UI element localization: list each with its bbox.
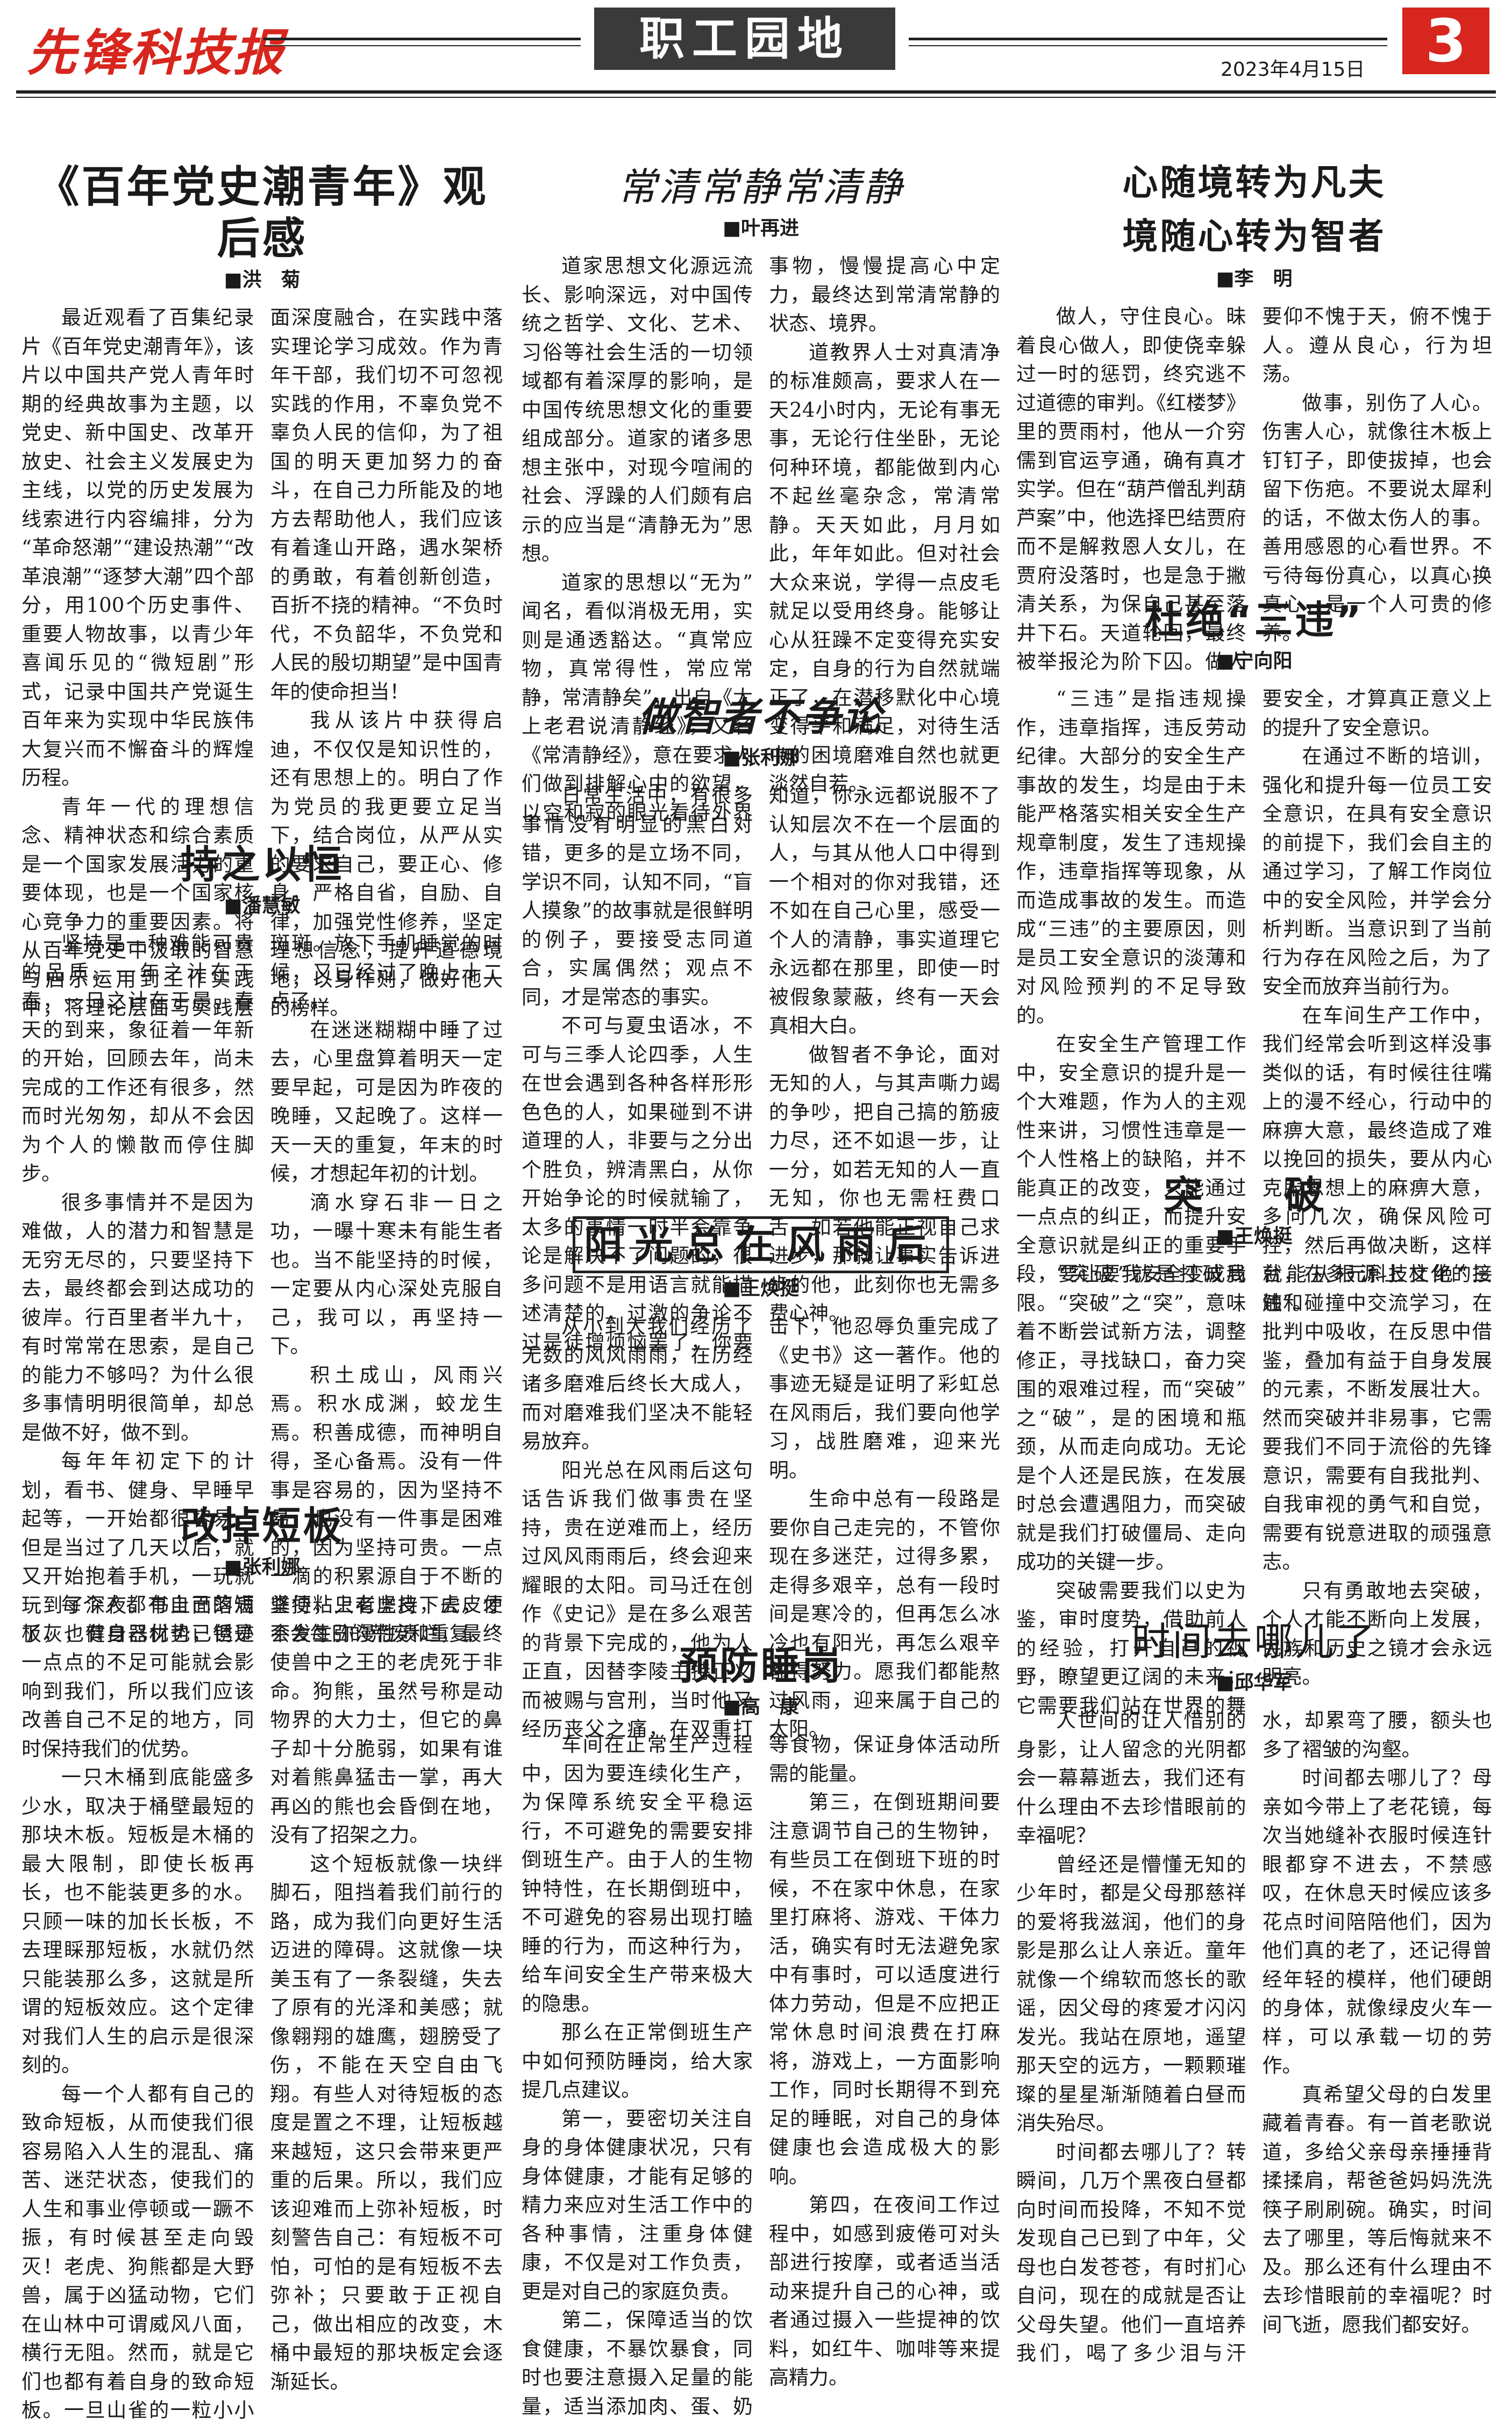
article-body: 坚持是一种难能可贵的品质。一年之计在于春，一日之计在于晨。春天的到来，象征着一年… <box>22 929 503 1649</box>
paragraph: 时间都去哪儿了？母亲如今带上了老花镜，每次当她缝补衣服时候连针眼都穿不进去，不禁… <box>1262 1766 1493 2077</box>
paragraph: 这个短板就像一块绊脚石，阻挡着我们前行的路，成为我们向更好生活迈进的障碍。这就像… <box>270 1852 503 2393</box>
article-title: 预防睡岗 <box>679 1643 843 1688</box>
paragraph: “突破”就是打破局限。“突破”之“突”，意味着不断尝试新方法，调整修正，寻找缺口… <box>1016 1263 1246 1573</box>
paragraph: 最近观看了百集纪录片《百年党史潮青年》，该片以中国共产党人青年时期的经典故事为主… <box>22 306 254 789</box>
header-rule <box>909 45 1387 46</box>
paragraph: 在迷迷糊糊中睡了过去，心里盘算着明天一定要早起，可是因为昨夜的晚睡，又起晚了。这… <box>270 1018 503 1186</box>
page-number: 3 <box>1402 8 1489 74</box>
paragraph: 做智者不争论，面对无知的人，与其声嘶力竭的争吵，把自己搞的筋疲力尽，还不如退一步… <box>769 1043 1000 1325</box>
article-title: 杜绝“三违” <box>1145 597 1364 643</box>
article: 时间去哪儿了 ■邱华军人世间的让人惜别的身影，让人留念的光阴都会一幕幕逝去，我们还… <box>1016 1616 1492 2368</box>
article: 做智者不争论 ■张利娜日常生活中，有很多事情没有明显的黑白对错，更多的是立场不同，… <box>522 691 1000 1357</box>
article-title: 时间去哪儿了 <box>1131 1619 1377 1664</box>
author: ■张利娜 <box>224 1556 301 1578</box>
author: ■王焕挺 <box>1216 1225 1293 1247</box>
article-body: 从小到大我们经历了无数的风风雨雨，在历经诸多磨难后终长大成人，而对磨难我们坚决不… <box>522 1312 1000 1744</box>
article-body: 做人，守住良心。昧着良心做人，即使侥幸躲过一时的惩罚，终究逃不过道德的审判。《红… <box>1016 302 1492 676</box>
article: 改掉短板 ■张利娜每个人都有自己的短板，也有自己优势，但是一点点的不足可能就会影响… <box>22 1500 503 2425</box>
paragraph: 道家思想文化源远流长、影响深远，对中国传统之哲学、文化、艺术、习俗等社会生活的一… <box>522 254 753 565</box>
header-bottom-rule <box>16 90 1496 94</box>
article: 常清常静常清静 ■叶再进道家思想文化源远流长、影响深远，对中国传统之哲学、文化、艺… <box>522 161 1000 827</box>
paragraph: 积土成山，风雨兴焉。积水成渊，蛟龙生焉。积善成德，而神明自得，圣心备焉。没有一件… <box>270 1363 503 1646</box>
article-title: 《百年党史潮青年》观后感 <box>36 162 488 263</box>
paragraph: 在安全生产管理工作中，安全意识的提升是一个大难题，作为人的主观性来讲，习惯性违章… <box>1016 687 1492 1286</box>
header-rule <box>263 38 581 40</box>
section-title: 职工园地 <box>594 8 895 70</box>
author: ■邱华军 <box>1216 1672 1293 1694</box>
article-body: 人世间的让人惜别的身影，让人留念的光阴都会一幕幕逝去，我们还有什么理由不去珍惜眼… <box>1016 1706 1492 2368</box>
paragraph: 第三，在倒班期间要注意调节自己的生物钟，有些员工在倒班下班的时候，不在家中休息，… <box>769 1791 1000 2188</box>
article: 持之以恒 ■潘慧敏坚持是一种难能可贵的品质。一年之计在于春，一日之计在于晨。春天的… <box>22 839 503 1649</box>
author: ■潘慧敏 <box>224 895 301 917</box>
paragraph: 做人，守住良心。昧着良心做人，即使侥幸躲过一时的惩罚，终究逃不过道德的审判。《红… <box>1016 305 1492 673</box>
article-title: 改掉短板 <box>180 1503 344 1549</box>
article: 突 破 ■王焕挺 “突破”就是打破局限。“突破”之“突”，意味着不断尝试新方法，调整… <box>1016 1169 1492 1720</box>
article-title: 突 破 <box>1164 1173 1345 1218</box>
article-body: 最近观看了百集纪录片《百年党史潮青年》，该片以中国共产党人青年时期的经典故事为主… <box>22 303 503 1023</box>
paragraph: 做事，别伤了人心。伤害人心，就像往木板上钉钉子，即使拔掉，也会留下伤疤。不要说太… <box>1262 391 1493 645</box>
newspaper-page: { "header": {"logo": "先锋科技报", "section":… <box>16 8 1496 2422</box>
paragraph: 道教界人士对真清净的标准颇高，要求人在一天24小时内，无论有事无事，无论行住坐卧… <box>769 340 1000 796</box>
article: 心随境转为凡夫 境随心转为智者 ■李 明做人，守住良心。昧着良心做人，即使侥幸躲过一… <box>1016 156 1492 676</box>
header-rule <box>263 45 581 46</box>
paragraph: 第四，在夜间工作过程中，如感到疲倦可对头部进行按摩，或者适当活动来提升自己的心神… <box>769 2193 1000 2389</box>
header-bottom-rule <box>16 97 1496 98</box>
article-body: 道家思想文化源远流长、影响深远，对中国传统之哲学、文化、艺术、习俗等社会生活的一… <box>522 252 1000 827</box>
article-body: “突破”就是打破局限。“突破”之“突”，意味着不断尝试新方法，调整修正，寻找缺口… <box>1016 1260 1492 1720</box>
paragraph: 在通过不断的培训，强化和提升每一位员工安全意识，在具有安全意识的前提下，我们会自… <box>1262 745 1493 998</box>
paragraph: 道家的思想以“无为”闻名，看似消极无用，实则是通透豁达。“真常应物，真常得性，常… <box>522 254 1000 824</box>
article-body: 每个人都有自己的短板，也有自己优势，但是一点点的不足可能就会影响到我们，所以我们… <box>22 1590 503 2425</box>
paragraph: 坚持是一种难能可贵的品质。一年之计在于春，一日之计在于晨。春天的到来，象征着一年… <box>22 932 254 1185</box>
article-body: 车间在正常生产过程中，因为要连续化生产，为保障系统安全平稳运行，不可避免的需要安… <box>522 1730 1000 2421</box>
paragraph: 日常生活中，有很多事情没有明显的黑白对错，更多的是立场不同，学识不同，认知不同，… <box>522 784 753 1009</box>
paragraph: 一只木桶到底能盛多少水，取决于桶壁最短的那块木板。短板是木桶的最大限制，即使长板… <box>22 1766 254 2077</box>
article-body: “三违”是指违规操作，违章指挥，违反劳动纪律。大部分的安全生产事故的发生，均是由… <box>1016 684 1492 1317</box>
paragraph: 真希望父母的白发里藏着青春。有一首老歌说道，多给父亲母亲捶捶背揉揉肩，帮爸爸妈妈… <box>1262 2082 1493 2336</box>
article-title: 持之以恒 <box>180 842 344 887</box>
paragraph: 那么在正常倒班生产中如何预防睡岗，给大家提几点建议。 <box>522 2021 753 2101</box>
article: 预防睡岗 ■高 康车间在正常生产过程中，因为要连续化生产，为保障系统安全平稳运行，… <box>522 1640 1000 2421</box>
article: 《百年党史潮青年》观后感 ■洪 菊最近观看了百集纪录片《百年党史潮青年》，该片以中… <box>22 161 503 1023</box>
author: ■王焕挺 <box>722 1278 799 1300</box>
author: ■洪 菊 <box>224 269 301 291</box>
author: ■宁向阳 <box>1216 650 1293 672</box>
paragraph: 不可与夏虫语冰，不可与三季人论四季，人生在世会遇到各种各样形形色色的人，如果碰到… <box>522 784 1000 1354</box>
paragraph: 滴水穿石非一日之功，一曝十寒未有能生者也。当不能坚持的时候，一定要从内心深处克服… <box>270 1190 503 1358</box>
paragraph: 只有勇敢地去突破，个人才能不断向上发展，民族和历史之镜才会永远明亮。 <box>1262 1579 1493 1689</box>
paragraph: 在车间生产工作中，我们经常会听到这样没事类似的话，有时候往往嘴上的漫不经心，行动… <box>1262 1003 1493 1315</box>
author: ■高 康 <box>722 1696 799 1718</box>
header-rule <box>909 38 1387 40</box>
article-title-text: 阳光总在风雨后 <box>572 1216 949 1273</box>
article-title: 常清常静常清静 <box>617 165 904 210</box>
paragraph: 每个人都有自己的短板，也有自己优势，但是一点点的不足可能就会影响到我们，所以我们… <box>22 1593 254 1760</box>
author: ■张利娜 <box>722 747 799 769</box>
paragraph: 第一，要密切关注自身的身体健康状况，只有身体健康，才能有足够的精力来应对生活工作… <box>522 2107 753 2303</box>
article-title: 阳光总在风雨后 <box>522 1216 1000 1273</box>
paragraph: 人世间的让人惜别的身影，让人留念的光阴都会一幕幕逝去，我们还有什么理由不去珍惜眼… <box>1016 1709 1246 1847</box>
author: ■李 明 <box>1216 268 1293 290</box>
paragraph: 很多事情并不是因为难做，人的潜力和智慧是无穷无尽的，只要坚持下去，最终都会到达成… <box>22 1190 254 1444</box>
article: 阳光总在风雨后 ■王焕挺从小到大我们经历了无数的风风雨雨，在历经诸多磨难后终长大成… <box>522 1216 1000 1744</box>
paragraph: 青年一代的理想信念、精神状态和综合素质是一个国家发展活力的重要体现，也是一个国家… <box>22 306 503 1019</box>
article-title: 心随境转为凡夫 <box>1122 162 1386 203</box>
author: ■叶再进 <box>722 217 799 239</box>
article-body: 日常生活中，有很多事情没有明显的黑白对错，更多的是立场不同，学识不同，认知不同，… <box>522 781 1000 1357</box>
paragraph: 突破需要我们以史为鉴，审时度势，借助前人的经验，打开自己的视野，瞭望更辽阔的未来… <box>1016 1263 1492 1717</box>
paragraph: 阳光总在风雨后这句话告诉我们做事贵在坚持，贵在逆难而上，经历过风风雨雨后，终会迎… <box>522 1315 1000 1741</box>
paragraph: 车间在正常生产过程中，因为要连续化生产，为保障系统安全平稳运行，不可避免的需要安… <box>522 1733 753 2015</box>
date: 2023年4月15日 <box>1221 59 1365 81</box>
article: 杜绝“三违” ■宁向阳 “三违”是指违规操作，违章指挥，违反劳动纪律。大部分的安全生… <box>1016 594 1492 1317</box>
paragraph: 我从该片中获得启迪，不仅仅是知识性的，还有思想上的。明白了作为党员的我更要立足当… <box>270 709 503 1019</box>
paragraph: 生命中总有一段路是要你自己走完的，不管你现在多迷茫，过得多累，走得多艰辛，总有一… <box>769 1487 1000 1741</box>
logo: 先锋科技报 <box>27 24 286 82</box>
article-title: 境随心转为智者 <box>1122 216 1386 257</box>
article-title: 做智者不争论 <box>638 694 883 739</box>
paragraph: 从小到大我们经历了无数的风风雨雨，在历经诸多磨难后终长大成人，而对磨难我们坚决不… <box>522 1315 753 1453</box>
paragraph: “三违”是指违规操作，违章指挥，违反劳动纪律。大部分的安全生产事故的发生，均是由… <box>1016 687 1246 1027</box>
paragraph: 每年年初定下的计划，看书、健身、早睡早起等，一开始都很容易，但是当过了几天以后，… <box>22 932 503 1645</box>
paragraph: 曾经还是懵懂无知的少年时，都是父母那慈祥的爱将我滋润，他们的身影是那么让人亲近。… <box>1016 1852 1246 2135</box>
